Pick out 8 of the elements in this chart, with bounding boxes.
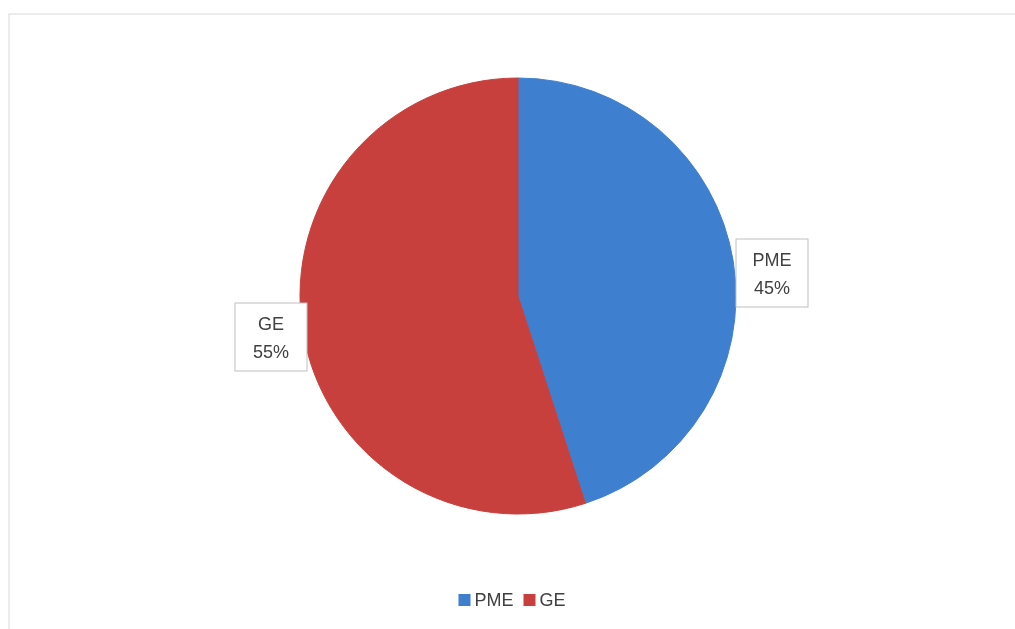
slice-label: PME xyxy=(752,250,792,270)
pie-slice xyxy=(517,77,737,504)
data-label: 45% xyxy=(753,278,791,298)
pie-slice xyxy=(299,77,586,515)
slice-label: GE xyxy=(257,314,285,334)
legend-label: PME xyxy=(474,590,514,610)
legend-label: GE xyxy=(539,590,566,610)
data-label: 55% xyxy=(252,342,290,362)
